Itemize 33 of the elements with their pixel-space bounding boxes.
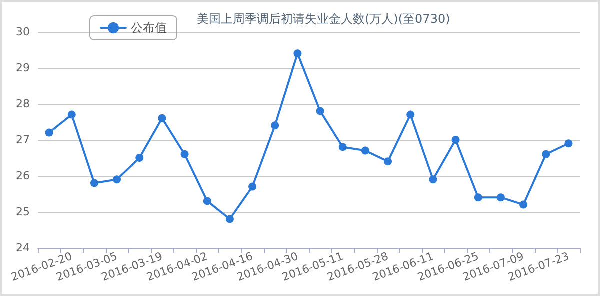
legend-label: 公布值 [131, 21, 167, 35]
point [452, 136, 460, 144]
point [271, 122, 280, 130]
point [113, 176, 122, 184]
point [68, 110, 76, 119]
chart-title: 美国上周季调后初请失业金人数(万人)(至0730) [197, 12, 450, 26]
point [361, 146, 370, 155]
point [248, 182, 257, 191]
point [316, 107, 324, 116]
y-tick-label: 29 [16, 62, 30, 74]
point [90, 179, 98, 188]
point [496, 194, 505, 202]
point [564, 140, 573, 148]
point [542, 150, 550, 158]
point [338, 143, 347, 152]
y-tick-label: 28 [16, 98, 30, 110]
point [294, 50, 302, 58]
y-tick-label: 27 [16, 134, 30, 146]
point [474, 194, 482, 202]
point [520, 200, 528, 209]
y-tick-label: 24 [16, 242, 30, 254]
y-tick-label: 30 [16, 26, 30, 38]
point [406, 110, 415, 119]
point [384, 158, 392, 166]
point [226, 215, 234, 224]
point [136, 154, 144, 162]
point [203, 197, 212, 206]
y-tick-label: 26 [16, 170, 30, 182]
point [180, 150, 189, 158]
point [45, 128, 54, 137]
point [429, 176, 438, 184]
point [158, 114, 166, 122]
y-tick-label: 25 [16, 206, 30, 218]
